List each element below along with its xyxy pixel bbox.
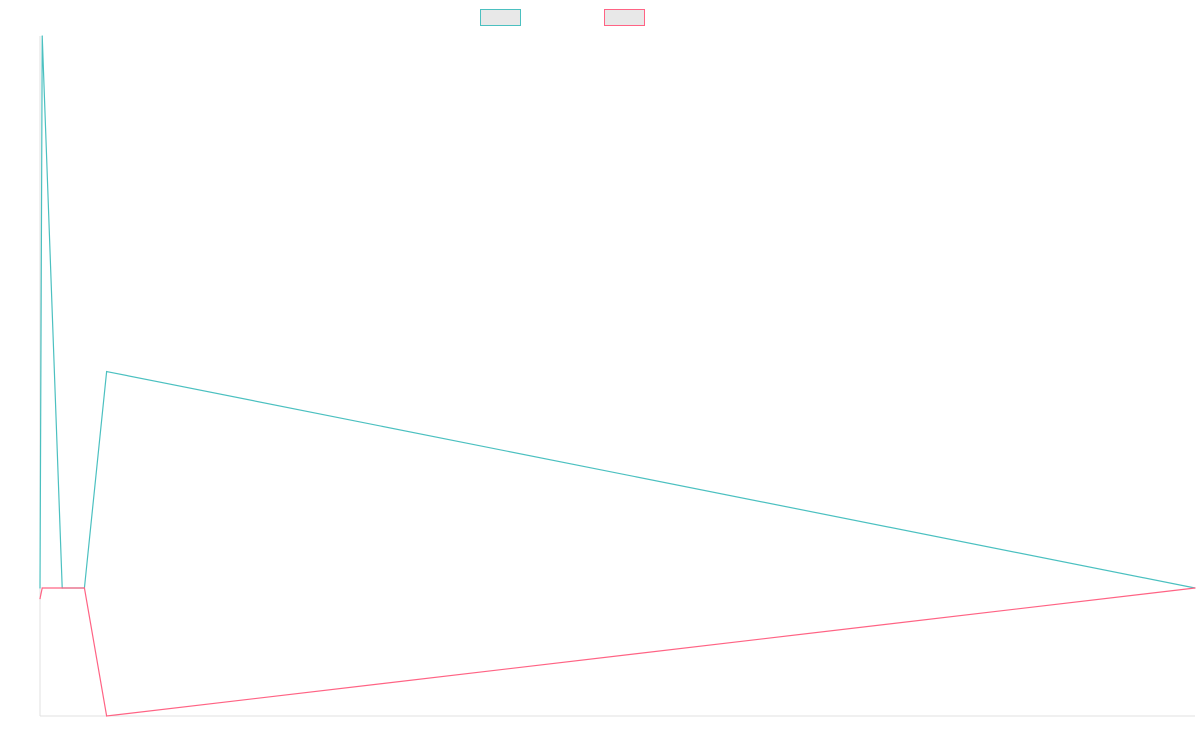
series-2-point-0 bbox=[39, 598, 41, 600]
series-2-point-4 bbox=[106, 715, 108, 717]
series-line-1 bbox=[39, 35, 1196, 589]
series-1-point-1 bbox=[41, 35, 43, 37]
series-line-2 bbox=[39, 587, 1196, 717]
legend-swatch-series-1[interactable] bbox=[480, 9, 521, 26]
series-layer bbox=[39, 35, 1196, 717]
series-2-point-5 bbox=[1194, 587, 1196, 589]
series-1-point-4 bbox=[106, 370, 108, 373]
legend bbox=[480, 9, 645, 26]
series-1-point-0 bbox=[39, 587, 41, 589]
axes bbox=[39, 36, 1195, 717]
series-2-point-2 bbox=[61, 587, 63, 589]
series-2-point-3 bbox=[83, 587, 86, 589]
series-2-point-1 bbox=[41, 587, 43, 589]
legend-swatch-series-2[interactable] bbox=[604, 9, 645, 26]
